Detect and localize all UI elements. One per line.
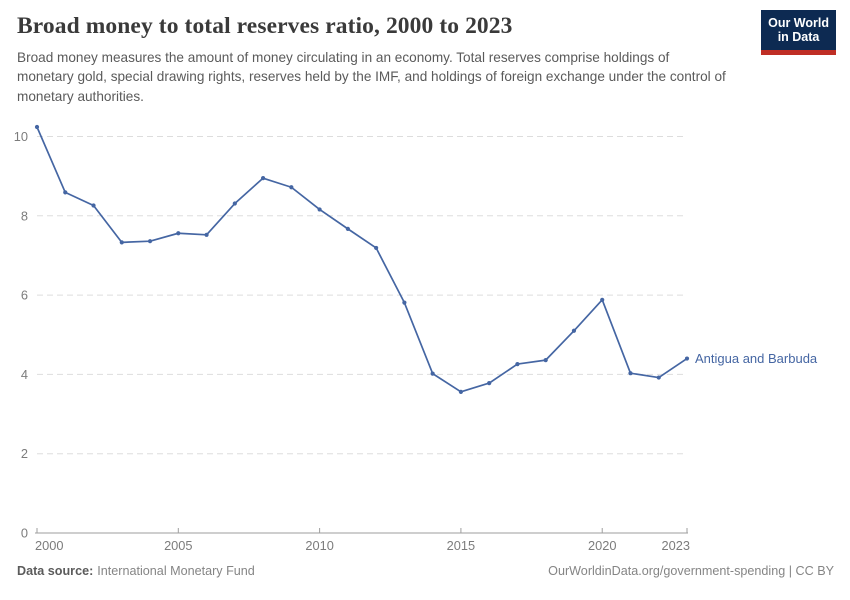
y-axis-tick-label: 6 bbox=[21, 288, 28, 303]
data-point bbox=[402, 300, 407, 305]
header: Broad money to total reserves ratio, 200… bbox=[17, 13, 750, 106]
chart-title: Broad money to total reserves ratio, 200… bbox=[17, 13, 513, 39]
y-axis-tick-label: 8 bbox=[21, 208, 28, 223]
data-point bbox=[628, 371, 633, 376]
attribution-text: OurWorldinData.org/government-spending |… bbox=[548, 564, 834, 578]
data-point bbox=[147, 239, 153, 244]
data-point bbox=[374, 245, 379, 251]
data-point bbox=[289, 185, 294, 190]
data-point bbox=[515, 361, 520, 367]
y-axis-tick-label: 2 bbox=[21, 446, 28, 461]
y-axis-tick-label: 10 bbox=[14, 129, 28, 144]
data-point bbox=[430, 371, 435, 376]
data-point bbox=[63, 190, 68, 195]
data-point bbox=[204, 232, 209, 237]
data-source-value: International Monetary Fund bbox=[97, 564, 255, 578]
data-point bbox=[656, 375, 661, 380]
data-point bbox=[543, 358, 548, 363]
x-axis-tick-label: 2023 bbox=[662, 538, 690, 553]
data-point bbox=[119, 240, 124, 245]
owid-logo: Our World in Data bbox=[761, 10, 836, 55]
x-axis-tick-label: 2000 bbox=[35, 538, 63, 553]
data-line bbox=[36, 126, 688, 393]
logo-line1: Our World bbox=[768, 16, 829, 30]
y-axis-tick-label: 4 bbox=[21, 367, 28, 382]
x-axis-tick-label: 2020 bbox=[588, 538, 616, 553]
data-point bbox=[91, 203, 96, 208]
footer: Data source: International Monetary Fund … bbox=[17, 564, 834, 578]
series-end-label: Antigua and Barbuda bbox=[695, 351, 818, 366]
data-point bbox=[260, 176, 266, 181]
data-point bbox=[176, 231, 181, 236]
data-point bbox=[34, 124, 40, 130]
data-source: Data source: International Monetary Fund bbox=[17, 564, 255, 578]
data-point bbox=[487, 381, 492, 386]
x-axis-tick-label: 2005 bbox=[164, 538, 192, 553]
data-point bbox=[600, 297, 605, 302]
data-point bbox=[232, 201, 237, 206]
data-point bbox=[571, 328, 577, 333]
chart-subtitle: Broad money measures the amount of money… bbox=[17, 50, 726, 104]
data-point bbox=[345, 226, 350, 231]
data-point bbox=[684, 356, 690, 361]
x-axis-tick-label: 2010 bbox=[305, 538, 333, 553]
data-point bbox=[458, 389, 464, 394]
data-source-label: Data source: bbox=[17, 564, 94, 578]
data-point bbox=[317, 207, 322, 212]
x-axis-tick-label: 2015 bbox=[447, 538, 475, 553]
logo-line2: in Data bbox=[777, 30, 820, 45]
y-axis-tick-label: 0 bbox=[21, 526, 28, 541]
